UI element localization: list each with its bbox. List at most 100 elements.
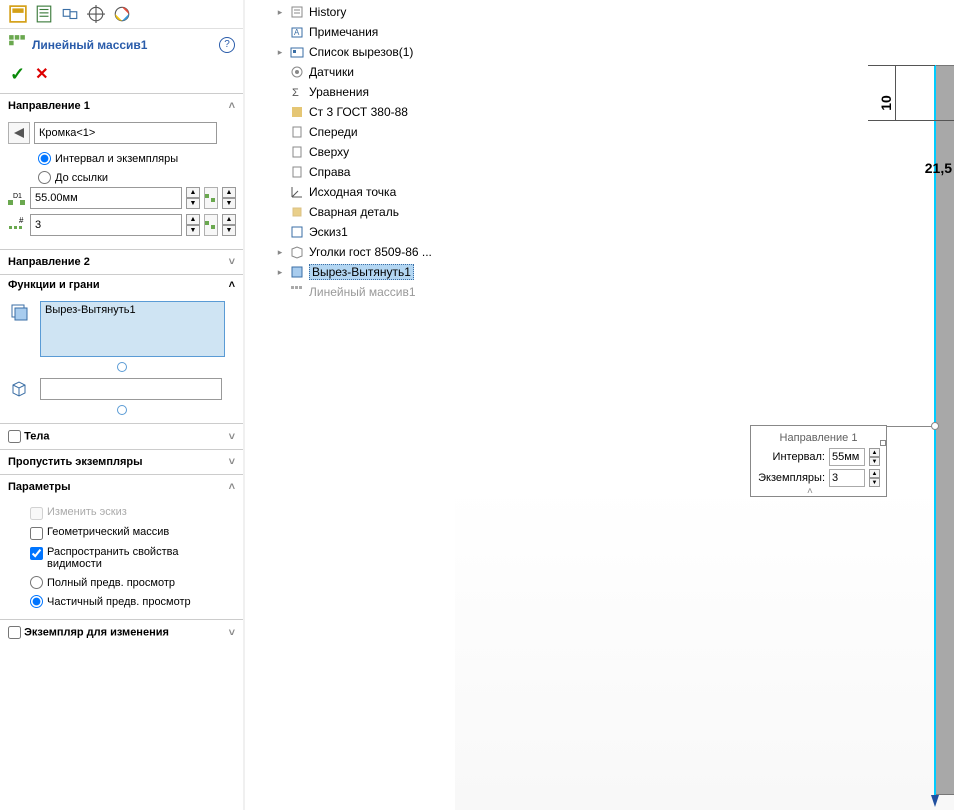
chevron-down-icon: ˅ — [229, 627, 235, 639]
tree-item[interactable]: Спереди — [245, 122, 455, 142]
count-spinner[interactable]: ▲▼ — [186, 214, 200, 236]
tree-node-icon — [289, 44, 305, 60]
tab-target-icon[interactable] — [84, 3, 108, 25]
instance-change-checkbox[interactable] — [8, 626, 21, 639]
section-header-instance[interactable]: Экземпляр для изменения ˅ — [0, 620, 243, 645]
tree-node-icon — [289, 224, 305, 240]
tree-item[interactable]: ▸ Список вырезов(1) — [245, 42, 455, 62]
section-header-dir2[interactable]: Направление 2˅ — [0, 250, 243, 274]
bodies-checkbox[interactable] — [8, 430, 21, 443]
reverse-direction-icon[interactable] — [8, 122, 30, 144]
callout-interval-spinner[interactable]: ▲▼ — [869, 448, 880, 466]
spacing-input[interactable] — [30, 187, 182, 209]
partial-preview-radio[interactable] — [30, 595, 43, 608]
tree-item[interactable]: Справа — [245, 162, 455, 182]
dual-blocks-icon[interactable] — [204, 187, 218, 209]
tree-item-label: Примечания — [309, 25, 378, 39]
geom-array-checkbox[interactable] — [30, 527, 43, 540]
partial-preview-label: Частичный предв. просмотр — [47, 596, 191, 608]
ok-button[interactable]: ✓ — [10, 64, 25, 85]
section-header-params[interactable]: Параметры˄ — [0, 475, 243, 499]
callout-interval-input[interactable] — [829, 448, 865, 466]
chevron-down-icon: ˅ — [229, 456, 235, 468]
spacing-spinner[interactable]: ▲▼ — [186, 187, 200, 209]
pattern-callout[interactable]: Направление 1 Интервал: ▲▼ Экземпляры: ▲… — [750, 425, 887, 497]
tree-item[interactable]: ΣУравнения — [245, 82, 455, 102]
tree-item[interactable]: Сверху — [245, 142, 455, 162]
radio-interval[interactable] — [38, 152, 51, 165]
tree-item[interactable]: AПримечания — [245, 22, 455, 42]
callout-title: Направление 1 — [757, 432, 880, 444]
tree-item[interactable]: ▸ Вырез-Вытянуть1 — [245, 262, 455, 282]
tree-item[interactable]: Исходная точка — [245, 182, 455, 202]
confirm-row: ✓ ✕ — [0, 60, 243, 93]
tab-appearance-icon[interactable] — [110, 3, 134, 25]
dim-horizontal[interactable]: 21,5 — [925, 160, 952, 176]
expand-icon[interactable]: ▸ — [275, 247, 285, 258]
features-listbox[interactable]: Вырез-Вытянуть1 — [40, 301, 225, 357]
chevron-down-icon: ˅ — [229, 431, 235, 443]
tree-item-label: Сверху — [309, 145, 349, 159]
tab-config-icon[interactable] — [58, 3, 82, 25]
callout-chevron-icon[interactable]: ˄ — [807, 482, 813, 497]
callout-count-input[interactable] — [829, 469, 865, 487]
count-input[interactable] — [30, 214, 182, 236]
section-direction1: Направление 1˄ Интервал и экземпляры До … — [0, 93, 243, 249]
tree-item-label: Эскиз1 — [309, 225, 348, 239]
expand-icon[interactable]: ▸ — [275, 267, 285, 278]
expand-icon[interactable]: ▸ — [275, 7, 285, 18]
count-spinner2[interactable]: ▲▼ — [222, 214, 236, 236]
svg-text:D1: D1 — [13, 193, 22, 200]
callout-count-spinner[interactable]: ▲▼ — [869, 469, 880, 487]
chevron-up-icon: ˄ — [229, 279, 243, 291]
tree-item[interactable]: Сварная деталь — [245, 202, 455, 222]
faces-listbox[interactable] — [40, 378, 222, 400]
tree-item-label: Вырез-Вытянуть1 — [309, 264, 414, 280]
section-params: Параметры˄ Изменить эскиз Геометрический… — [0, 474, 243, 619]
callout-pin-icon[interactable] — [880, 440, 886, 446]
chevron-down-icon: ˅ — [229, 256, 235, 268]
chevron-up-icon: ˄ — [229, 100, 235, 112]
feature-title: Линейный массив1 — [32, 38, 213, 52]
section-instance-change: Экземпляр для изменения ˅ — [0, 619, 243, 645]
tree-item[interactable]: ▸History — [245, 2, 455, 22]
section-header-skip[interactable]: Пропустить экземпляры˅ — [0, 450, 243, 474]
radio-reference[interactable] — [38, 171, 51, 184]
section-header-bodies[interactable]: Тела ˅ — [0, 424, 243, 449]
selected-feature-item[interactable]: Вырез-Вытянуть1 — [45, 304, 220, 316]
tree-item[interactable]: Эскиз1 — [245, 222, 455, 242]
faces-icon — [8, 378, 30, 400]
dim-vertical[interactable]: 10 — [878, 95, 894, 111]
tree-node-icon — [289, 244, 305, 260]
graphics-viewport[interactable]: ⌀8,5 10 21,5 ✱ Направление 1 Интервал: ▲… — [455, 0, 954, 810]
propagate-checkbox[interactable] — [30, 547, 43, 560]
tree-node-icon — [289, 104, 305, 120]
edge-input[interactable] — [34, 122, 217, 144]
expand-icon[interactable]: ▸ — [275, 47, 285, 58]
tree-item[interactable]: Линейный массив1 — [245, 282, 455, 302]
tree-node-icon — [289, 144, 305, 160]
count-icon: # — [8, 214, 26, 236]
dim-vert-line — [895, 65, 896, 120]
resize-handle[interactable] — [117, 362, 127, 372]
callout-interval-label: Интервал: — [757, 451, 825, 463]
tree-item[interactable]: Ст 3 ГОСТ 380-88 — [245, 102, 455, 122]
spacing-spinner2[interactable]: ▲▼ — [222, 187, 236, 209]
spacing-icon: D1 — [8, 187, 26, 209]
cancel-button[interactable]: ✕ — [35, 64, 48, 85]
tree-item[interactable]: Датчики — [245, 62, 455, 82]
section-header-dir1[interactable]: Направление 1˄ — [0, 94, 243, 118]
tab-feature-manager-icon[interactable] — [6, 3, 30, 25]
section-bodies: Тела ˅ — [0, 423, 243, 449]
resize-handle-2[interactable] — [117, 405, 127, 415]
full-preview-radio[interactable] — [30, 576, 43, 589]
direction-arrow-y[interactable] — [931, 795, 939, 807]
help-icon[interactable]: ? — [219, 37, 235, 53]
section-header-functions[interactable]: Функции и грани˄ — [0, 275, 243, 297]
tree-item[interactable]: ▸Уголки гост 8509-86 ... — [245, 242, 455, 262]
callout-anchor-dot[interactable] — [931, 422, 939, 430]
tree-node-icon — [289, 264, 305, 280]
tab-property-icon[interactable] — [32, 3, 56, 25]
dual-blocks-icon2[interactable] — [204, 214, 218, 236]
tree-item-label: Список вырезов(1) — [309, 45, 413, 59]
